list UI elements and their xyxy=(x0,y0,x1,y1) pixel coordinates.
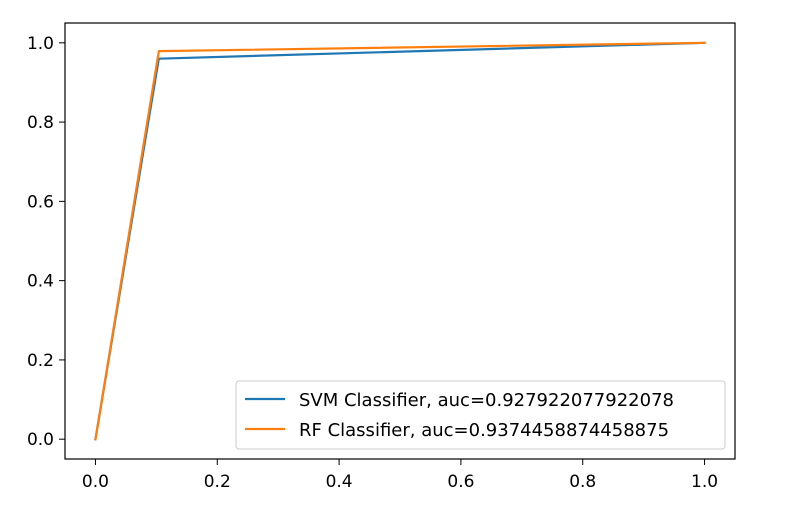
x-tick-label: 0.2 xyxy=(204,472,231,492)
y-tick-label: 1.0 xyxy=(27,34,54,54)
x-axis: 0.0 0.2 0.4 0.6 0.8 1.0 xyxy=(82,459,718,492)
legend: SVM Classifier, auc=0.927922077922078 RF … xyxy=(235,380,726,450)
y-tick-label: 0.0 xyxy=(27,430,54,450)
x-tick-label: 0.0 xyxy=(82,472,109,492)
legend-label-1: RF Classifier, auc=0.9374458874458875 xyxy=(299,420,669,441)
legend-label-0: SVM Classifier, auc=0.927922077922078 xyxy=(299,390,674,411)
y-tick-label: 0.2 xyxy=(27,351,54,371)
y-tick-label: 0.4 xyxy=(27,272,54,292)
legend-box xyxy=(235,380,726,450)
x-tick-label: 0.8 xyxy=(569,472,596,492)
x-tick-label: 0.4 xyxy=(326,472,353,492)
x-tick-label: 1.0 xyxy=(691,472,718,492)
series-line-1 xyxy=(94,41,706,441)
plot-frame xyxy=(64,22,736,460)
y-tick-label: 0.8 xyxy=(27,113,54,133)
series-layer xyxy=(94,41,706,441)
y-axis: 0.0 0.2 0.4 0.6 0.8 1.0 xyxy=(27,34,65,450)
x-tick-label: 0.6 xyxy=(447,472,474,492)
y-tick-label: 0.6 xyxy=(27,192,54,212)
